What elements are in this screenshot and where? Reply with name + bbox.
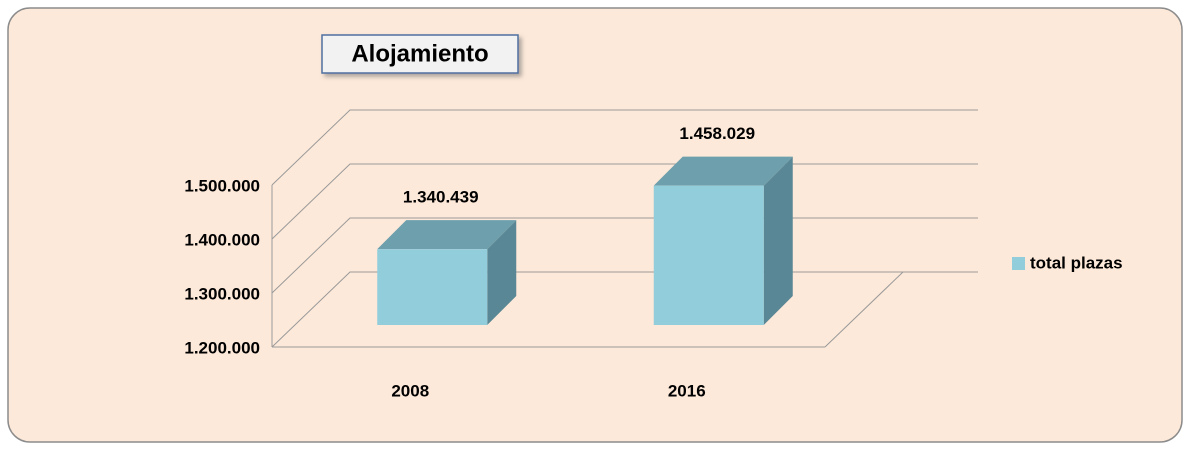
bar-top — [377, 220, 517, 250]
chart-title: Alojamiento — [351, 40, 488, 67]
x-tick-label: 2008 — [391, 381, 429, 400]
y-tick-label: 1.500.000 — [184, 176, 260, 195]
bar — [377, 249, 488, 325]
data-label: 1.458.029 — [679, 124, 755, 143]
legend-swatch — [1012, 257, 1025, 270]
data-label: 1.340.439 — [403, 188, 479, 207]
bar-side — [487, 220, 517, 325]
y-tick-label: 1.400.000 — [184, 230, 260, 249]
legend-label: total plazas — [1030, 253, 1123, 272]
bar — [653, 185, 764, 325]
bar-side — [763, 156, 793, 325]
x-tick-label: 2016 — [668, 381, 706, 400]
y-tick-label: 1.200.000 — [184, 338, 260, 357]
title-box — [321, 34, 519, 74]
floor-edge — [824, 271, 904, 348]
y-tick-label: 1.300.000 — [184, 284, 260, 303]
grid-line — [271, 109, 978, 186]
bar-top — [653, 156, 793, 186]
panel — [7, 7, 1183, 443]
